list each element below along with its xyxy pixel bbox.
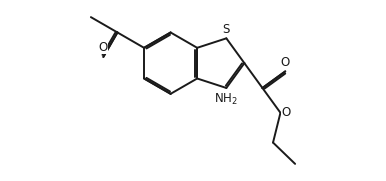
Text: O: O	[281, 106, 291, 119]
Text: NH$_2$: NH$_2$	[215, 92, 238, 108]
Text: O: O	[281, 56, 290, 69]
Text: S: S	[223, 23, 230, 36]
Text: O: O	[99, 41, 108, 54]
